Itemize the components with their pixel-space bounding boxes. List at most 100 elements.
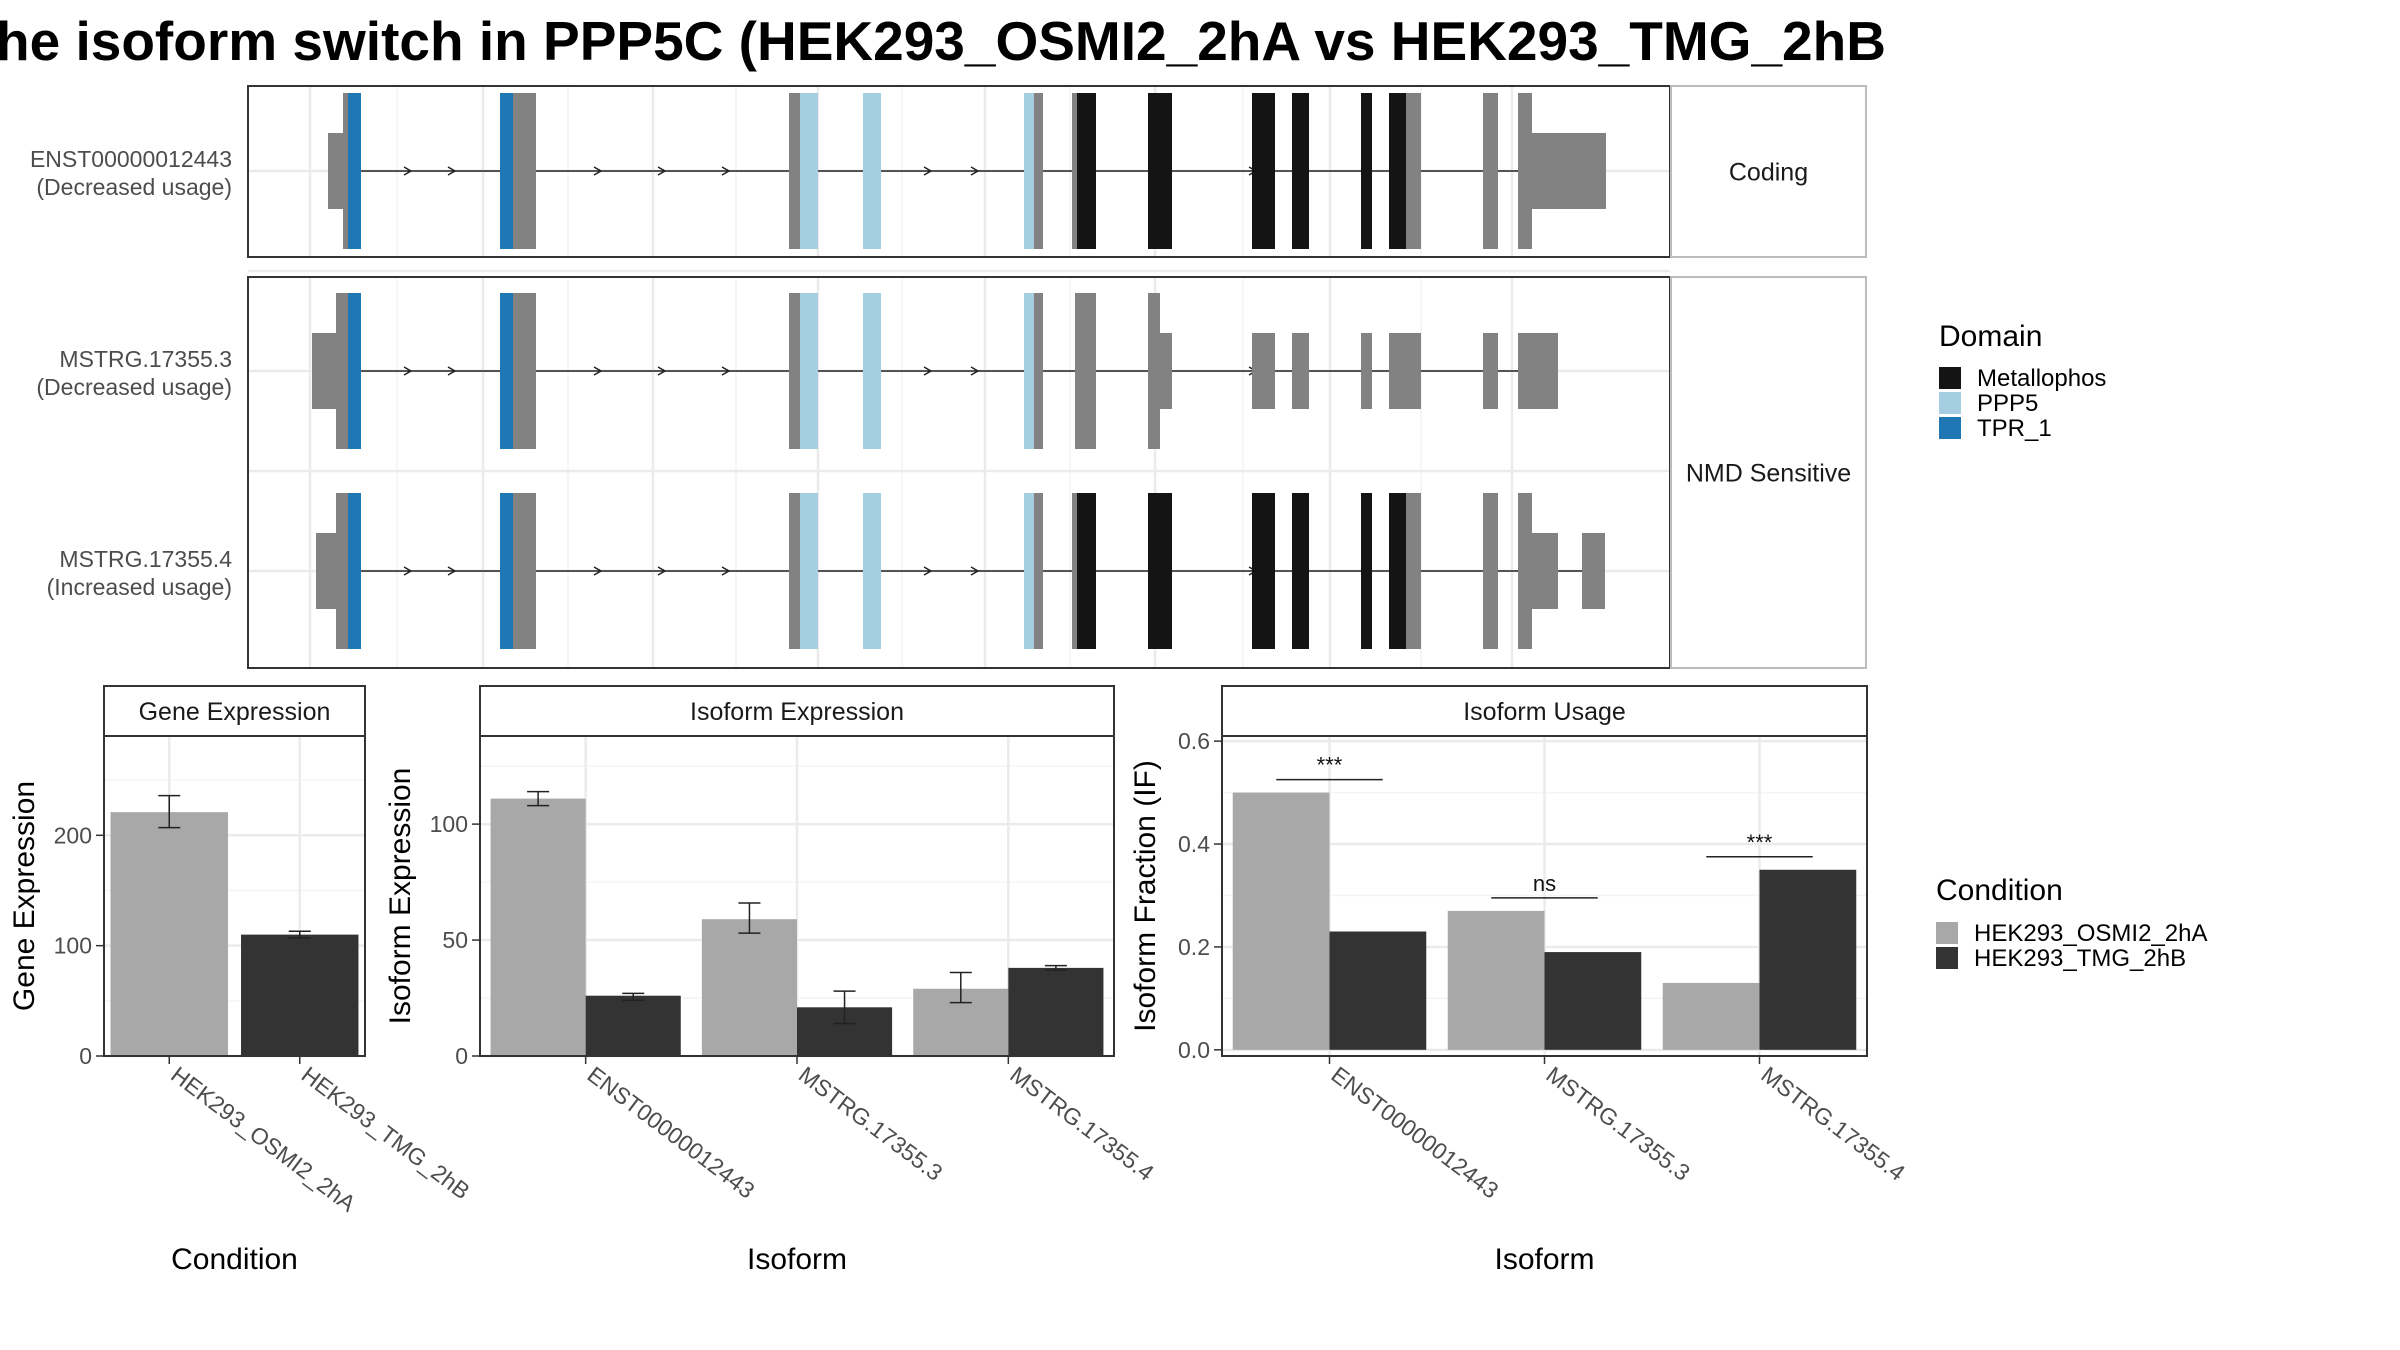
isoform-usage-label: (Increased usage) bbox=[47, 574, 232, 600]
isoform-label: MSTRG.17355.3 bbox=[59, 346, 232, 372]
exon-block bbox=[789, 93, 800, 249]
direction-arrow bbox=[657, 366, 667, 376]
y-tick-label: 0.6 bbox=[1178, 728, 1210, 754]
exon-block bbox=[1024, 93, 1034, 249]
exon-block bbox=[1075, 293, 1096, 449]
bar bbox=[490, 798, 586, 1056]
exon-block bbox=[1406, 493, 1421, 649]
exon-block bbox=[348, 493, 361, 649]
direction-arrow bbox=[970, 366, 980, 376]
isoform-MSTRG.17355.4 bbox=[316, 493, 1605, 649]
condition-legend-label: HEK293_TMG_2hB bbox=[1974, 945, 2186, 972]
direction-arrow bbox=[447, 166, 457, 176]
exon-block bbox=[863, 293, 881, 449]
domain-legend-title: Domain bbox=[1939, 320, 2042, 353]
exon-block bbox=[1518, 493, 1532, 649]
bar bbox=[110, 812, 228, 1056]
direction-arrow bbox=[593, 566, 603, 576]
isoform-MSTRG.17355.3 bbox=[312, 293, 1558, 449]
isoform-label: ENST00000012443 bbox=[30, 146, 232, 172]
domain-legend-label: Metallophos bbox=[1977, 365, 2106, 392]
exon-block bbox=[1483, 93, 1498, 249]
bar bbox=[701, 919, 797, 1056]
chart-title: Gene Expression bbox=[139, 698, 331, 726]
exon-block bbox=[513, 493, 536, 649]
bar bbox=[1232, 792, 1330, 1050]
exon-block bbox=[348, 93, 361, 249]
isoform-usage-label: (Decreased usage) bbox=[36, 174, 232, 200]
y-axis-title: Isoform Fraction (IF) bbox=[1129, 760, 1162, 1032]
x-axis-title: Condition bbox=[171, 1243, 298, 1276]
direction-arrow bbox=[657, 566, 667, 576]
exon-block bbox=[513, 293, 536, 449]
direction-arrow bbox=[403, 166, 413, 176]
exon-block bbox=[1532, 533, 1558, 609]
exon-block bbox=[1389, 93, 1406, 249]
exon-block bbox=[343, 93, 348, 249]
condition-legend-title: Condition bbox=[1936, 874, 2063, 907]
direction-arrow bbox=[447, 366, 457, 376]
expression-charts: Gene Expression0100200HEK293_OSMI2_2hAHE… bbox=[8, 685, 1910, 1276]
exon-block bbox=[863, 493, 881, 649]
facet-strip bbox=[479, 685, 1115, 737]
exon-block bbox=[336, 293, 348, 449]
x-tick-label: ENST00000012443 bbox=[583, 1061, 760, 1203]
exon-block bbox=[1483, 333, 1498, 409]
bar bbox=[1447, 910, 1545, 1050]
exon-block bbox=[1148, 493, 1172, 649]
exon-block bbox=[348, 293, 361, 449]
exon-block bbox=[1252, 333, 1275, 409]
exon-block bbox=[1292, 493, 1309, 649]
exon-block bbox=[1292, 333, 1309, 409]
exon-block bbox=[1389, 493, 1406, 649]
significance-label: *** bbox=[1317, 753, 1343, 778]
x-axis-title: Isoform bbox=[747, 1243, 847, 1276]
exon-block bbox=[863, 93, 881, 249]
direction-arrow bbox=[447, 566, 457, 576]
bar bbox=[1662, 982, 1760, 1050]
exon-block bbox=[1252, 493, 1275, 649]
significance-label: *** bbox=[1747, 830, 1773, 855]
x-axis-title: Isoform bbox=[1494, 1243, 1594, 1276]
exon-block bbox=[1582, 533, 1605, 609]
exon-block bbox=[1034, 93, 1043, 249]
x-tick-label: MSTRG.17355.4 bbox=[1756, 1061, 1910, 1186]
y-tick-label: 0 bbox=[79, 1043, 92, 1069]
domain-legend-label: TPR_1 bbox=[1977, 415, 2052, 442]
condition-legend-key bbox=[1936, 947, 1958, 969]
chart-title: Isoform Expression bbox=[690, 698, 904, 726]
exon-block bbox=[1518, 93, 1532, 249]
y-tick-label: 50 bbox=[442, 927, 468, 953]
exon-block bbox=[500, 293, 513, 449]
x-tick-label: ENST00000012443 bbox=[1326, 1061, 1503, 1203]
exon-block bbox=[1361, 493, 1372, 649]
exon-block bbox=[1077, 93, 1096, 249]
y-axis-title: Isoform Expression bbox=[384, 768, 417, 1025]
significance-label: ns bbox=[1533, 871, 1556, 896]
exon-block bbox=[1034, 493, 1043, 649]
domain-legend-label: PPP5 bbox=[1977, 390, 2038, 417]
bar bbox=[241, 934, 359, 1056]
facet-strip bbox=[103, 685, 366, 737]
exon-block bbox=[1072, 493, 1077, 649]
exon-block bbox=[336, 493, 348, 649]
chart-isoform-expression: Isoform Expression 0 50 100 ENST00000012443 M… bbox=[384, 685, 1159, 1276]
bar bbox=[1759, 869, 1857, 1050]
isoform-usage-label: (Decreased usage) bbox=[36, 374, 232, 400]
bar bbox=[1008, 967, 1104, 1056]
exon-block bbox=[1148, 293, 1160, 449]
facet-strip bbox=[1221, 685, 1868, 737]
x-tick-label: MSTRG.17355.3 bbox=[1541, 1061, 1694, 1186]
direction-arrow bbox=[721, 566, 731, 576]
exon-block bbox=[1072, 93, 1077, 249]
exon-block bbox=[1077, 493, 1096, 649]
exon-block bbox=[316, 533, 336, 609]
direction-arrow bbox=[923, 166, 933, 176]
y-tick-label: 0 bbox=[455, 1043, 468, 1069]
direction-arrow bbox=[593, 366, 603, 376]
domain-legend-key bbox=[1939, 367, 1961, 389]
